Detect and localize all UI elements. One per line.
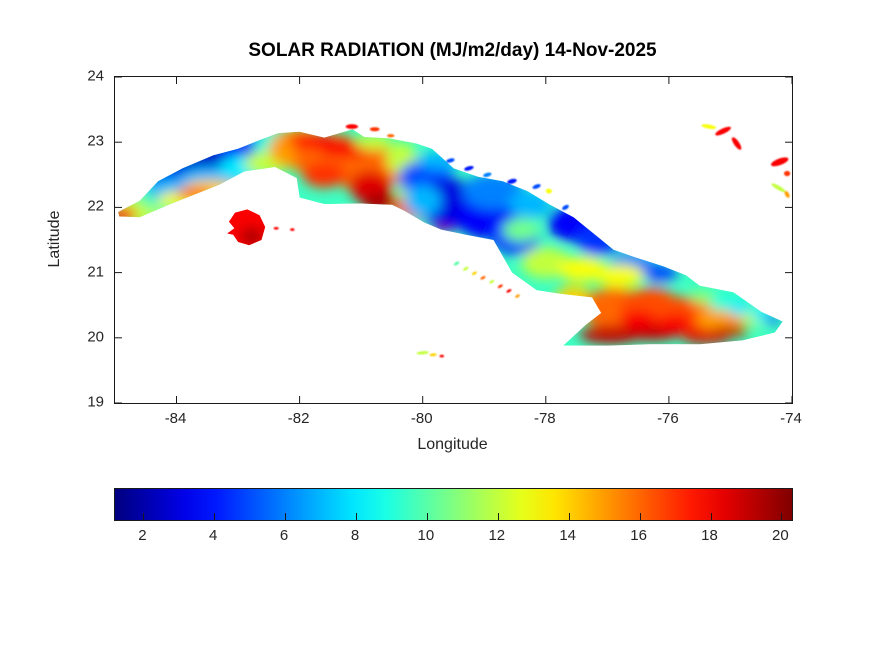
islet <box>731 137 742 150</box>
islet <box>471 271 477 276</box>
islet <box>562 204 569 210</box>
islet <box>369 127 380 132</box>
colorbar-tick-mark <box>710 513 712 520</box>
colorbar-tick-label: 14 <box>559 527 577 544</box>
y-tick-label: 24 <box>87 67 104 85</box>
islet <box>489 279 495 284</box>
colorbar-tick-label: 2 <box>138 527 147 544</box>
islet <box>784 191 790 198</box>
colorbar-tick-mark <box>497 513 499 520</box>
colorbar-tick-mark <box>143 513 145 520</box>
y-tick-label: 23 <box>87 132 104 150</box>
colorbar-tick-label: 16 <box>630 527 647 544</box>
colorbar-tick-mark <box>214 513 216 520</box>
radiation-region <box>641 263 679 282</box>
colorbar-tick-mark <box>356 513 357 520</box>
radiation-region <box>690 290 716 304</box>
y-tick-label: 22 <box>87 197 104 215</box>
radiation-region <box>558 256 608 283</box>
x-tick-label: -76 <box>657 410 679 427</box>
radiation-region <box>619 310 657 329</box>
x-tick-label: -80 <box>410 410 433 427</box>
islet <box>771 183 786 193</box>
radiation-region <box>502 218 540 242</box>
radiation-region <box>404 185 442 217</box>
colorbar <box>114 488 793 521</box>
radiation-region <box>355 134 392 150</box>
colorbar-tick-mark <box>781 513 783 520</box>
radiation-region <box>555 285 592 312</box>
islet-specks <box>273 124 791 358</box>
x-tick-label: -74 <box>780 410 802 427</box>
x-axis-label: Longitude <box>417 436 488 453</box>
colorbar-tick-mark <box>568 513 570 520</box>
islet <box>464 165 474 171</box>
colorbar-tick-label: 10 <box>417 527 435 544</box>
islet <box>515 294 520 298</box>
plot-title: SOLAR RADIATION (MJ/m2/day) 14-Nov-2025 <box>248 40 657 61</box>
colorbar-tick-mark <box>639 513 641 520</box>
radiation-region <box>521 247 571 279</box>
islet <box>483 172 492 178</box>
islet <box>439 354 444 358</box>
islet <box>497 284 503 289</box>
x-tick-label: -78 <box>533 410 556 427</box>
islet <box>770 157 789 167</box>
radiation-region <box>176 189 214 200</box>
islet <box>480 276 486 280</box>
map-plot-area <box>114 76 793 404</box>
colorbar-tick-label: 8 <box>350 527 360 544</box>
islet <box>387 134 395 138</box>
radiation-region <box>766 314 779 325</box>
radiation-region <box>576 224 620 256</box>
radiation-region <box>656 314 694 333</box>
radiation-region <box>728 300 751 317</box>
islet <box>429 353 437 357</box>
colorbar-tick-mark <box>285 513 287 520</box>
islet <box>463 266 469 271</box>
y-axis-label: Latitude <box>46 210 63 268</box>
colorbar-tick-mark <box>426 513 428 520</box>
islet <box>532 184 541 189</box>
radiation-region <box>595 264 645 288</box>
radiation-region <box>712 326 749 337</box>
y-tick-label: 19 <box>87 393 104 411</box>
islet <box>273 227 279 230</box>
x-tick-label: -82 <box>287 410 310 427</box>
islet <box>715 126 731 136</box>
colorbar-tick-label: 18 <box>701 527 718 544</box>
colorbar-tick-label: 4 <box>209 527 218 544</box>
islet <box>453 261 460 266</box>
colorbar-tick-label: 20 <box>772 527 789 544</box>
radiation-region <box>361 191 399 213</box>
islet <box>290 228 295 231</box>
islet <box>345 124 359 129</box>
x-tick-label: -84 <box>164 410 187 427</box>
islet <box>416 351 429 355</box>
radiation-region <box>508 189 552 219</box>
radiation-region <box>240 227 263 246</box>
colorbar-tick-label: 6 <box>279 527 289 544</box>
radiation-region <box>416 151 466 170</box>
islet <box>701 124 717 129</box>
islet <box>446 158 455 163</box>
y-tick-label: 20 <box>87 328 104 346</box>
cuba-solar-radiation-map <box>115 77 792 403</box>
axis-ticks <box>115 77 792 403</box>
colorbar-tick-label: 12 <box>488 527 506 544</box>
radiation-region <box>302 161 346 188</box>
islet <box>784 170 791 177</box>
islet <box>506 289 512 293</box>
islet <box>507 178 517 184</box>
y-tick-label: 21 <box>87 263 104 281</box>
islet <box>545 188 552 194</box>
